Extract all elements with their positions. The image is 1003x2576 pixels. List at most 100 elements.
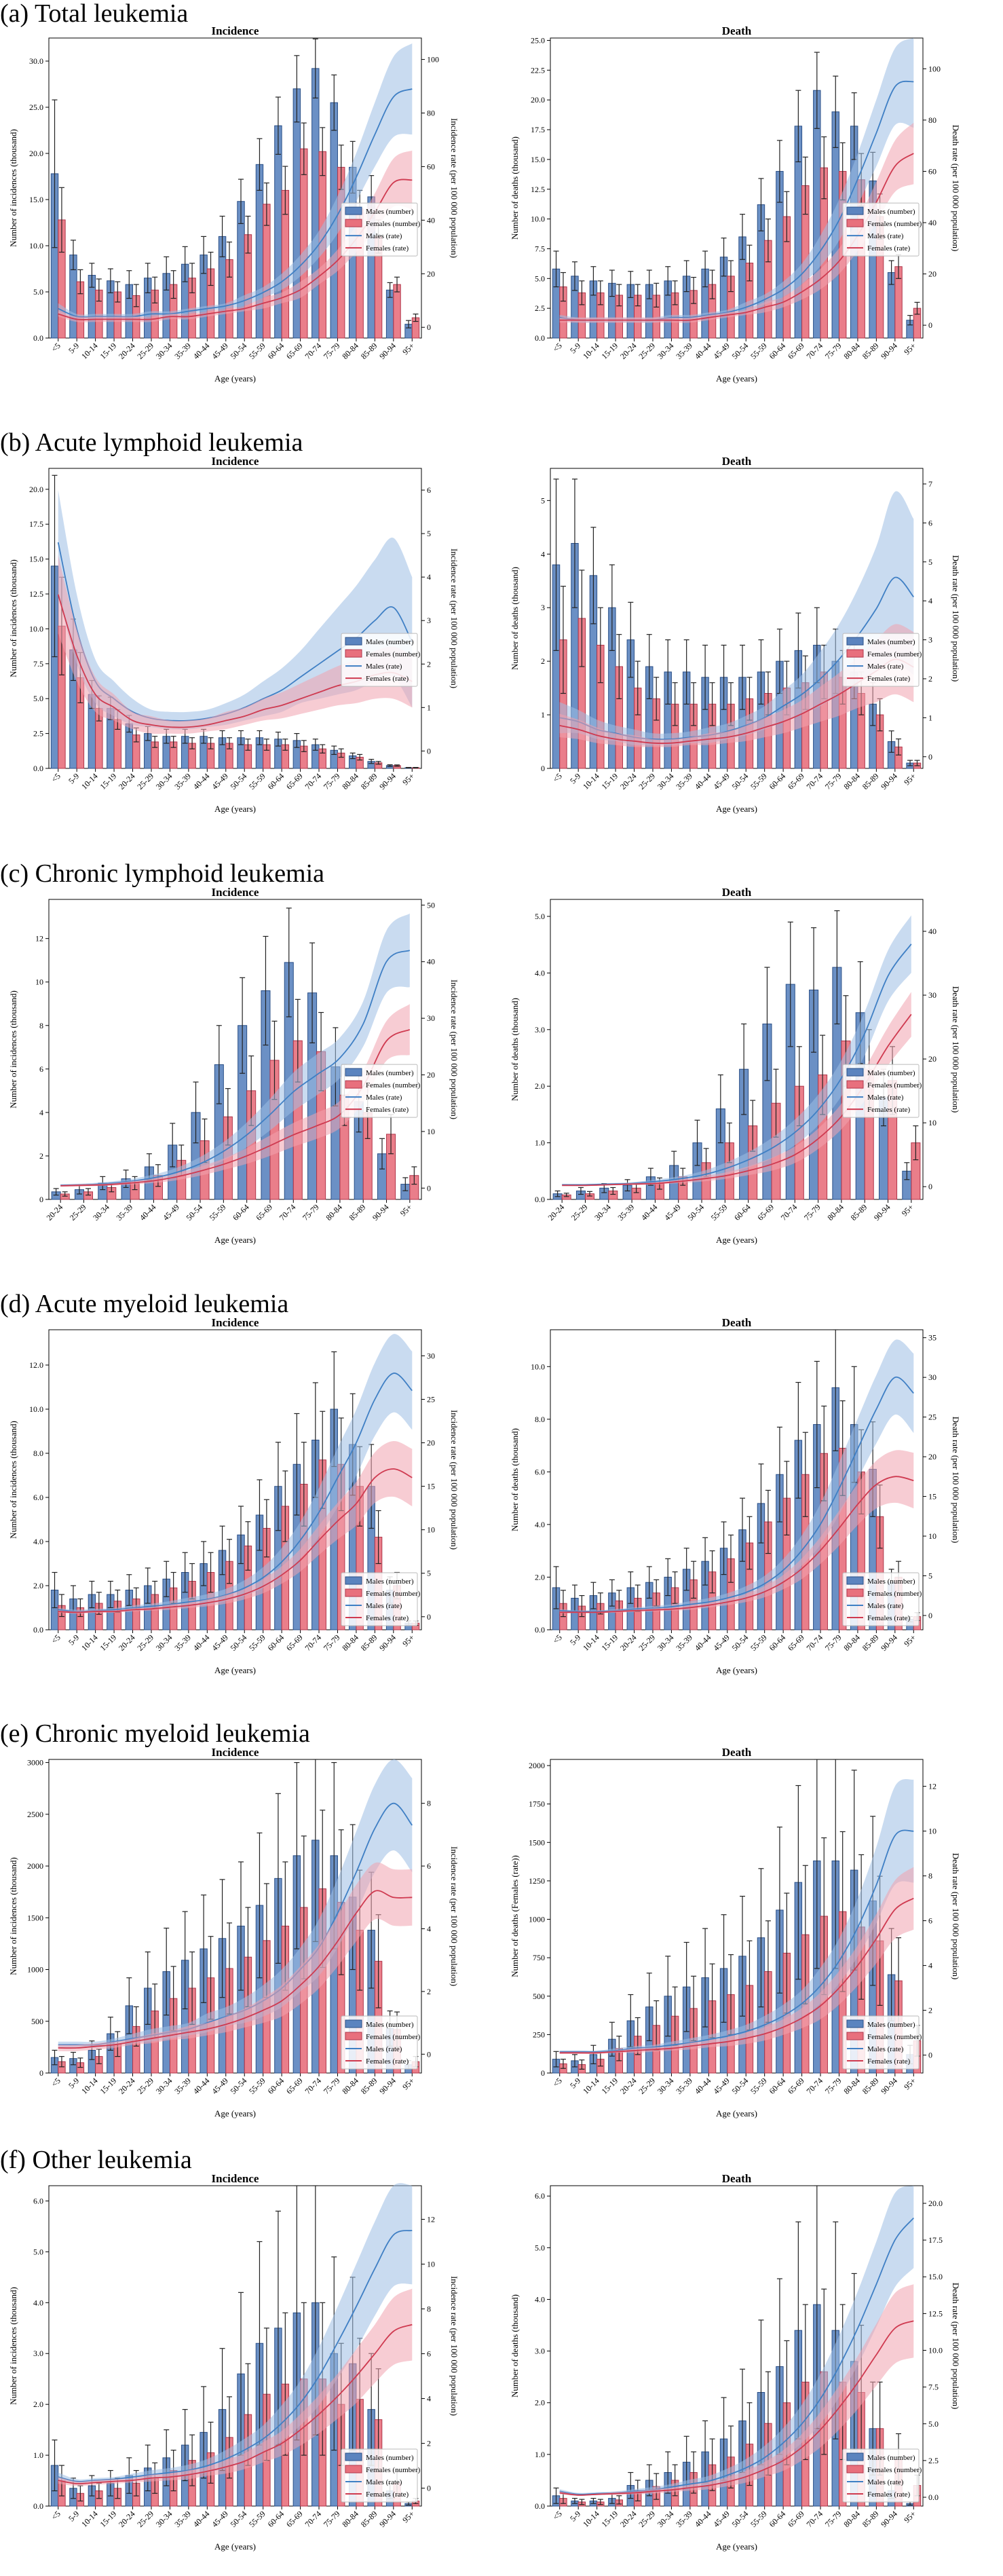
legend-label: Males (rate) [867, 1094, 904, 1102]
x-tick-label: 30-34 [656, 2509, 676, 2529]
y-tick-label: 12 [35, 934, 43, 944]
x-tick-label: 35-39 [172, 2076, 193, 2096]
y-tick-label: 1.0 [535, 1138, 545, 1148]
y2-tick-label: 60 [928, 166, 936, 176]
x-tick-label: 85-89 [860, 341, 881, 361]
y2-tick-label: 1 [427, 703, 431, 712]
x-tick-label: 30-34 [154, 1632, 174, 1653]
legend-label: Females (number) [366, 1081, 421, 1089]
x-tick-label: 50-54 [730, 771, 751, 791]
x-tick-label: 70-74 [303, 341, 323, 361]
y2-tick-label: 0 [427, 1612, 431, 1622]
y-axis-label: Number of incidences (thousand) [8, 1421, 18, 1539]
legend: Males (number) Females (number) Males (rat… [341, 202, 421, 257]
x-tick-label: 30-34 [154, 341, 174, 361]
x-tick-label: 70-74 [303, 771, 323, 791]
x-tick-label: 70-74 [804, 771, 825, 791]
y-tick-label: 17.5 [531, 125, 545, 134]
x-tick-label: 45-49 [161, 1202, 181, 1222]
x-tick-label: 55-59 [749, 2076, 769, 2096]
x-tick-label: 90-94 [377, 771, 398, 791]
x-tick-label: 45-49 [711, 2076, 732, 2096]
y-tick-label: 0.0 [33, 764, 43, 773]
female-rate-band [559, 624, 914, 747]
y-tick-label: 4.0 [33, 1537, 43, 1546]
y2-tick-label: 15 [427, 1482, 435, 1491]
x-tick-label: 95+ [902, 771, 917, 787]
legend-swatch [345, 219, 362, 227]
y2-axis-label: Incidence rate (per 100 000 population) [449, 118, 459, 258]
y2-tick-label: 2 [427, 659, 431, 669]
x-tick-label: 15-19 [98, 341, 118, 361]
y2-tick-label: 2 [427, 1987, 431, 1996]
legend-label: Females (rate) [366, 1106, 409, 1114]
x-tick-label: 25-29 [637, 341, 657, 361]
y-tick-label: 1000 [529, 1915, 545, 1924]
x-tick-label: 5-9 [67, 341, 81, 355]
x-tick-label: 35-39 [172, 2509, 193, 2529]
x-tick-label: 85-89 [359, 2076, 379, 2096]
y-tick-label: 7.5 [535, 244, 545, 253]
y2-tick-label: 0.0 [928, 2493, 939, 2502]
male-rate-band [58, 43, 413, 320]
male-rate-band [559, 2186, 914, 2496]
legend-box [842, 1064, 920, 1118]
legend: Males (number) Females (number) Males (rat… [341, 1572, 421, 1626]
chart-d-death: Death 0.0 2.0 4.0 6.0 8.0 10.0 0 5 10 15 20 25 30 35 Nu… [510, 1316, 961, 1675]
y-tick-label: 20.0 [29, 485, 43, 494]
y2-tick-label: 1 [928, 713, 932, 722]
x-tick-label: 75-79 [322, 771, 342, 791]
female-rate-band [562, 992, 911, 1187]
chart-title: Death [722, 24, 752, 37]
x-tick-label: 50-54 [229, 771, 249, 791]
x-tick-label: 10-14 [581, 1632, 601, 1653]
y2-axis-label: Death rate (per 100 000 population) [951, 1853, 961, 1980]
y2-tick-label: 4 [427, 572, 431, 582]
x-tick-label: 80-84 [340, 341, 360, 361]
y-tick-label: 5.0 [535, 274, 545, 283]
x-tick-label: 75-79 [823, 771, 844, 791]
y-axis-label: Number of deaths (thousand) [510, 567, 520, 670]
legend-box [341, 1572, 418, 1626]
x-tick-label: 80-84 [841, 341, 862, 361]
x-tick-label: 55-59 [247, 1632, 267, 1653]
y-tick-label: 6.0 [535, 2191, 545, 2201]
legend-swatch [345, 2019, 362, 2028]
female-rate-line [58, 2323, 413, 2484]
x-tick-label: 5-9 [568, 771, 582, 785]
x-tick-label: 45-49 [210, 771, 230, 791]
y-tick-label: 2000 [529, 1761, 545, 1770]
y-tick-label: 0.0 [33, 1625, 43, 1635]
y2-tick-label: 100 [928, 64, 941, 73]
y-tick-label: 1.0 [33, 2450, 43, 2460]
x-tick-label: 90-94 [377, 2076, 398, 2096]
x-tick-label: 20-24 [117, 2076, 137, 2096]
y-tick-label: 15.0 [29, 555, 43, 564]
x-tick-label: 40-44 [191, 1632, 212, 1653]
x-tick-label: 75-79 [322, 2509, 342, 2529]
y-tick-label: 750 [533, 1953, 545, 1962]
x-tick-label: 80-84 [841, 1632, 862, 1653]
x-tick-label: 55-59 [247, 341, 267, 361]
y2-tick-label: 8 [928, 1871, 932, 1881]
x-tick-label: 50-54 [184, 1202, 204, 1222]
y2-tick-label: 8 [427, 2304, 431, 2314]
y2-tick-label: 20 [427, 1438, 435, 1448]
legend-swatch [345, 2465, 362, 2474]
x-tick-label: 95+ [400, 2509, 416, 2524]
x-tick-label: 75-79 [322, 1632, 342, 1653]
plot-frame [550, 37, 924, 339]
x-tick-label: 40-44 [639, 1202, 660, 1222]
y-tick-label: 10.0 [531, 1362, 545, 1371]
legend-label: Males (number) [366, 1069, 414, 1077]
plot-frame [48, 2185, 422, 2507]
x-tick-label: 10-14 [79, 341, 100, 361]
y-tick-label: 3.0 [535, 2347, 545, 2356]
legend-label: Males (number) [867, 638, 915, 646]
x-tick-label: 40-44 [191, 771, 212, 791]
legend-label: Males (number) [867, 208, 915, 216]
y2-tick-label: 100 [427, 55, 439, 64]
y-tick-label: 22.5 [531, 65, 545, 75]
x-tick-label: 30-34 [592, 1202, 613, 1222]
x-tick-label: 75-79 [322, 341, 342, 361]
